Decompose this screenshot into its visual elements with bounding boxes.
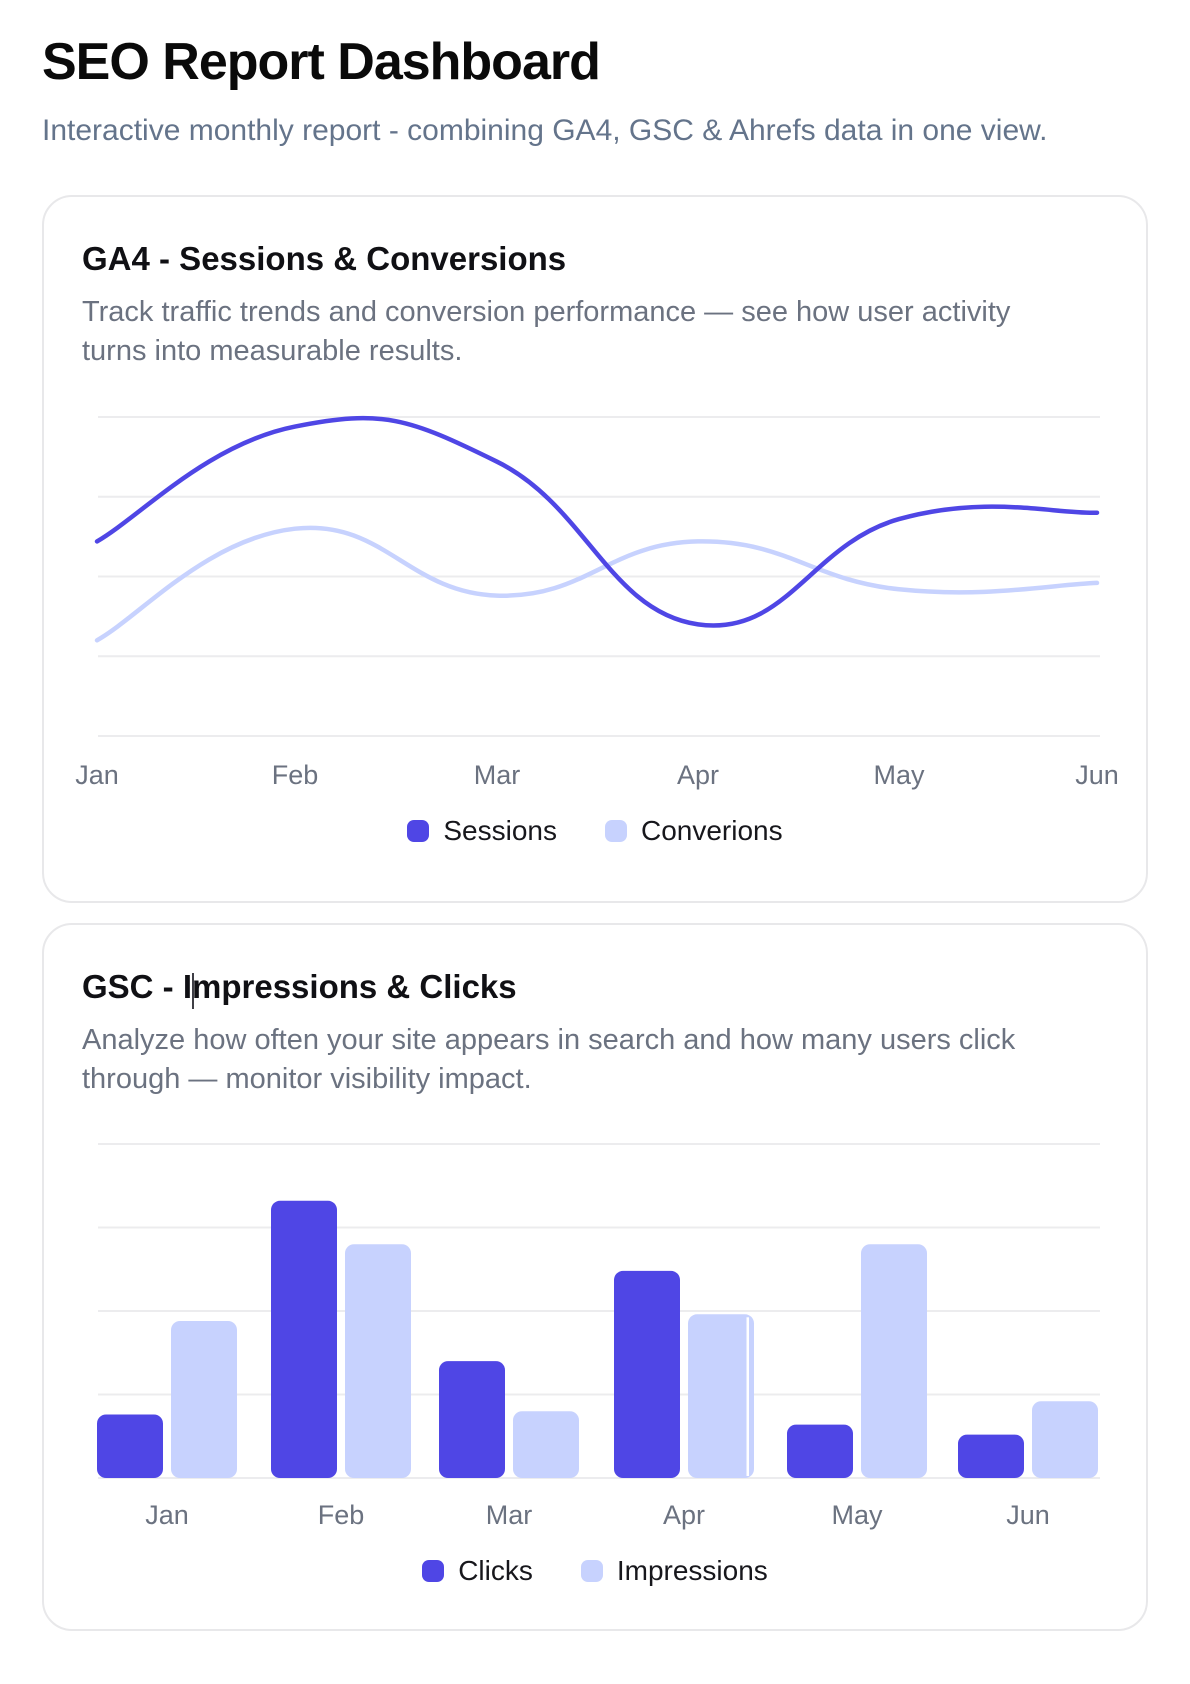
legend-label: Impressions — [616, 1555, 768, 1587]
legend-item-conversions[interactable]: Converions — [604, 815, 783, 847]
bar-clicks-may — [787, 1424, 853, 1479]
ga4-x-axis: Jan Feb Mar Apr May Jun — [75, 760, 1119, 791]
clicks-swatch-icon — [422, 1560, 445, 1583]
sessions-line — [94, 415, 1100, 628]
legend-label: Clicks — [458, 1555, 533, 1587]
gsc-legend: Clicks Impressions — [82, 1555, 1108, 1587]
bar-impressions-may — [861, 1244, 927, 1479]
bar-impressions-apr — [688, 1314, 754, 1479]
ga4-card-title: GA4 - Sessions & Conversions — [82, 240, 567, 278]
bar-clicks-jun — [958, 1434, 1024, 1479]
legend-label: Sessions — [443, 815, 557, 847]
axis-tick-label: Apr — [676, 760, 720, 791]
legend-item-clicks[interactable]: Clicks — [422, 1555, 533, 1587]
axis-tick-label: Jan — [145, 1500, 189, 1531]
bar-clicks-jan — [97, 1414, 163, 1479]
render-artifact — [746, 1317, 749, 1477]
page-title: SEO Report Dashboard — [42, 33, 601, 91]
bar-impressions-jan — [171, 1321, 237, 1479]
impressions-swatch-icon — [580, 1560, 603, 1583]
converions-line — [94, 525, 1100, 643]
axis-tick-label: Jun — [1006, 1500, 1050, 1531]
axis-tick-label: May — [873, 760, 925, 791]
ga4-card-description: Track traffic trends and conversion perf… — [82, 296, 1011, 368]
page-subtitle: Interactive monthly report - combining G… — [42, 114, 1048, 148]
axis-tick-label: Mar — [473, 760, 521, 791]
axis-tick-label: Apr — [662, 1500, 706, 1531]
axis-tick-label: Feb — [317, 1500, 365, 1531]
axis-tick-label: Feb — [271, 760, 319, 791]
bar-impressions-jun — [1032, 1401, 1098, 1479]
gsc-card-description: Analyze how often your site appears in s… — [82, 1024, 1016, 1096]
ga4-sessions-card: GA4 - Sessions & Conversions Track traff… — [42, 195, 1148, 904]
bar-clicks-mar — [439, 1361, 505, 1479]
axis-tick-label: Mar — [485, 1500, 533, 1531]
bar-clicks-apr — [614, 1270, 680, 1479]
ga4-line-chart-canvas[interactable] — [82, 395, 1108, 745]
axis-tick-label: May — [831, 1500, 883, 1531]
bar-clicks-feb — [271, 1200, 337, 1479]
bar-impressions-feb — [345, 1244, 411, 1479]
sessions-swatch-icon — [407, 820, 430, 843]
gsc-card-title: GSC - Impressions & Clicks — [82, 968, 517, 1006]
conversions-swatch-icon — [604, 820, 627, 843]
legend-item-impressions[interactable]: Impressions — [580, 1555, 768, 1587]
axis-tick-label: Jun — [1075, 760, 1119, 791]
gsc-x-axis: Jan Feb Mar Apr May Jun — [82, 1501, 1108, 1529]
seo-report-page: SEO Report Dashboard Interactive monthly… — [42, 33, 1148, 1632]
ga4-legend: Sessions Converions — [82, 815, 1108, 847]
axis-tick-label: Jan — [75, 760, 119, 791]
legend-label: Converions — [640, 815, 783, 847]
gsc-impressions-card: GSC - Impressions & Clicks Analyze how o… — [42, 923, 1148, 1632]
legend-item-sessions[interactable]: Sessions — [407, 815, 557, 847]
bar-impressions-mar — [513, 1411, 579, 1479]
gsc-bar-chart-canvas[interactable] — [82, 1125, 1108, 1485]
text-cursor — [192, 973, 194, 1010]
